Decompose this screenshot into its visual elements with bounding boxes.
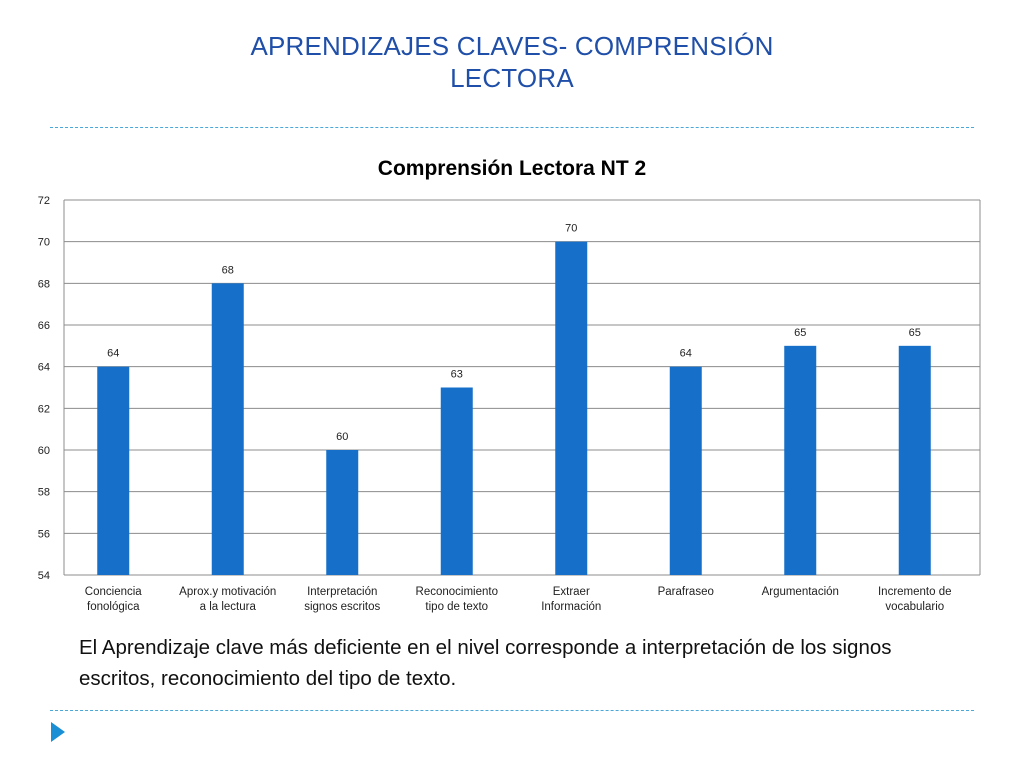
data-label: 64 xyxy=(680,348,692,360)
y-tick-label: 56 xyxy=(38,528,50,540)
slide-title-line-1: APRENDIZAJES CLAVES- COMPRENSIÓN xyxy=(250,31,774,61)
bar xyxy=(784,345,817,575)
y-tick-label: 72 xyxy=(38,195,50,207)
next-slide-arrow-icon[interactable] xyxy=(51,722,65,742)
bar xyxy=(669,366,702,575)
y-tick-label: 70 xyxy=(38,237,50,249)
x-tick-label: Aprox.y motivación xyxy=(179,586,276,598)
conclusion-text: El Aprendizaje clave más deficiente en e… xyxy=(79,636,892,690)
x-tick-label: Interpretación xyxy=(307,586,377,598)
data-label: 65 xyxy=(909,327,921,339)
x-tick-label: Extraer xyxy=(553,586,590,598)
slide-title: APRENDIZAJES CLAVES- COMPRENSIÓN LECTORA xyxy=(0,30,1024,94)
y-tick-label: 66 xyxy=(38,320,50,332)
bar xyxy=(440,387,473,575)
x-tick-label: fonológica xyxy=(87,601,140,613)
bar xyxy=(898,345,931,575)
y-tick-label: 58 xyxy=(38,487,50,499)
bar xyxy=(97,366,130,575)
data-label: 70 xyxy=(565,223,577,235)
bar xyxy=(326,450,359,575)
x-tick-label: vocabulario xyxy=(885,601,944,613)
y-axis: 54 56 58 60 62 64 66 68 70 72 xyxy=(38,195,981,582)
x-tick-label: Argumentación xyxy=(762,586,839,598)
data-label: 64 xyxy=(107,348,119,360)
data-label: 63 xyxy=(451,369,463,381)
gridlines xyxy=(64,199,980,576)
top-divider xyxy=(50,127,974,128)
bar xyxy=(211,283,244,575)
bar-chart: Comprensión Lectora NT 2 54 56 58 60 62 64 66 6… xyxy=(38,157,981,613)
x-tick-label: signos escritos xyxy=(304,601,380,613)
slide-title-line-2: LECTORA xyxy=(450,63,574,93)
x-axis: Conciencia fonológica Aprox.y motivación a … xyxy=(85,586,952,613)
data-labels: 64 68 60 63 70 64 65 65 xyxy=(107,223,921,443)
bars xyxy=(97,241,931,575)
chart-title: Comprensión Lectora NT 2 xyxy=(378,157,646,180)
y-tick-label: 64 xyxy=(38,362,50,374)
y-tick-label: 62 xyxy=(38,403,50,415)
x-tick-label: Información xyxy=(541,601,601,613)
x-tick-label: tipo de texto xyxy=(425,601,488,613)
bottom-divider xyxy=(50,710,974,711)
y-tick-label: 68 xyxy=(38,278,50,290)
x-tick-label: Reconocimiento xyxy=(416,586,498,598)
y-tick-label: 54 xyxy=(38,570,50,582)
data-label: 65 xyxy=(794,327,806,339)
bar xyxy=(555,241,588,575)
x-tick-label: Parafraseo xyxy=(658,586,714,598)
y-tick-label: 60 xyxy=(38,445,50,457)
data-label: 60 xyxy=(336,431,348,443)
x-tick-label: Conciencia xyxy=(85,586,142,598)
data-label: 68 xyxy=(222,264,234,276)
x-tick-label: a la lectura xyxy=(200,601,257,613)
x-tick-label: Incremento de xyxy=(878,586,952,598)
